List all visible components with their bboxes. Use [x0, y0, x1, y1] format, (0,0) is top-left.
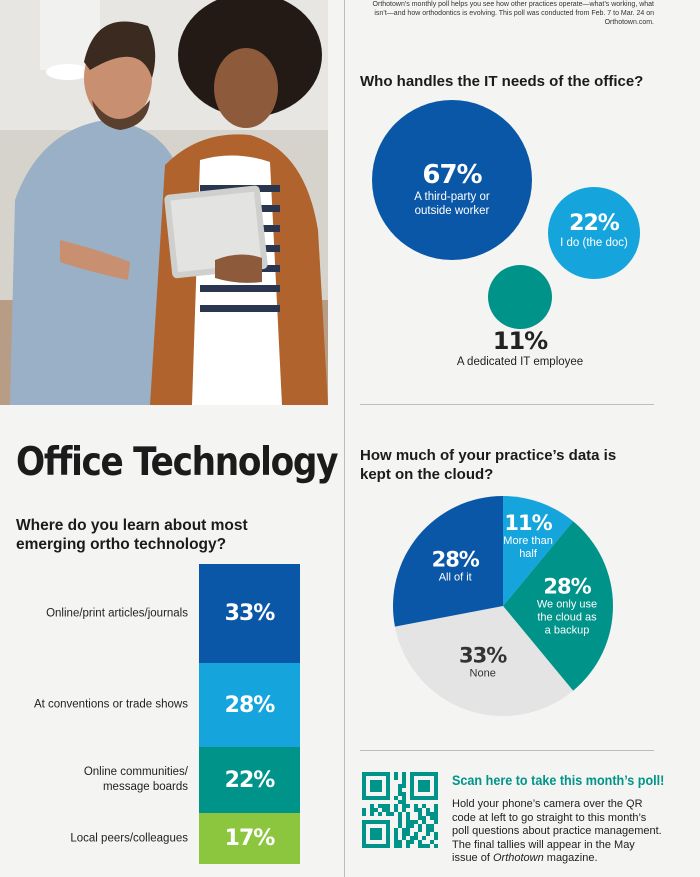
bar-category-label: Online/print articles/journals [46, 607, 188, 619]
poll-cta-body: Hold your phone’s camera over the QR cod… [452, 798, 662, 866]
column-divider [344, 0, 345, 877]
bar-segment-1: 33% [199, 564, 300, 663]
bubble-label: 67% A third-party or outside worker [414, 160, 490, 217]
pie-slice-3 [394, 606, 574, 716]
pie-slice-label: 28% We only use the cloud as a backup [536, 574, 598, 637]
learn-tech-bar-chart: 33% 28% 22% 17% [199, 564, 300, 864]
bar-segment-3: 22% [199, 747, 300, 813]
bubble-1 [372, 100, 532, 260]
pie-slice-label: 33% None [459, 643, 507, 680]
bar-value-label: 28% [224, 692, 276, 718]
poll-cta-title: Scan here to take this month’s poll! [452, 772, 665, 788]
bar-chart-title: Where do you learn about most emerging o… [16, 517, 248, 553]
bar-value-label: 17% [224, 826, 276, 851]
bar-segment-2: 28% [199, 663, 300, 747]
poll-body-end: magazine. [543, 852, 598, 864]
section-divider [360, 404, 654, 405]
bar-category-label: Local peers/colleagues [70, 832, 188, 844]
poll-body-text: Hold your phone’s camera over the QR cod… [452, 798, 662, 864]
magazine-name: Orthotown [492, 852, 544, 864]
it-needs-title: Who handles the IT needs of the office? [360, 73, 644, 90]
section-divider-2 [360, 750, 654, 751]
bubble-2 [548, 187, 640, 279]
bubble-3 [487, 264, 553, 330]
pie-slice-2 [503, 521, 613, 691]
page-title: Office Technology [16, 440, 338, 485]
bar-category-label: At conventions or trade shows [33, 698, 188, 711]
intro-text: Orthotown’s monthly poll helps you see h… [372, 1, 654, 26]
bar-category-label: Online communities/message boards [83, 766, 188, 793]
hero-photo [0, 0, 328, 405]
pie-slice-label: 11% More than half [503, 511, 553, 561]
pie-slice-4 [393, 496, 503, 627]
bubble-label: 22% I do (the doc) [560, 211, 628, 249]
pie-slice-1 [503, 496, 574, 606]
qr-code-icon[interactable] [362, 772, 438, 848]
bar-segment-4: 17% [199, 813, 300, 864]
cloud-data-pie-chart: 11% More than half 28% We only use the cloud … [393, 496, 613, 716]
bar-value-label: 22% [224, 767, 276, 793]
pie-slice-label: 28% All of it [431, 547, 480, 584]
bubble-label: 11% A dedicated IT employee [456, 327, 584, 368]
bar-value-label: 33% [224, 601, 276, 626]
cloud-data-title: How much of your practice’s data is kept… [360, 447, 617, 483]
